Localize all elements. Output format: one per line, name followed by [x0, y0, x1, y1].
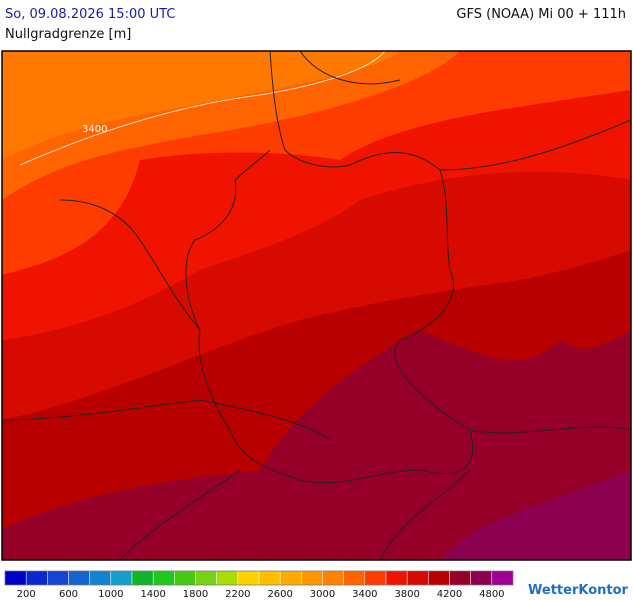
- colorbar-swatch: [110, 570, 133, 586]
- colorbar-swatch: [195, 570, 217, 586]
- colorbar-swatch: [470, 570, 493, 586]
- colorbar-swatch: [216, 570, 239, 586]
- colorbar-swatch: [25, 570, 48, 586]
- colorbar: 200 600 1000 1400 1800 2200 2600 3000 3400 3800 42…: [4, 570, 514, 600]
- colorbar-label: 3400: [352, 589, 377, 600]
- colorbar-swatch: [47, 570, 69, 586]
- logo: WetterKontor: [528, 583, 629, 598]
- colorbar-label: 3000: [310, 589, 335, 600]
- colorbar-swatch: [279, 570, 302, 586]
- colorbar-swatch: [237, 570, 260, 586]
- colorbar-swatch: [174, 570, 196, 586]
- colorbar-frame: [4, 570, 514, 586]
- valid-time: So, 09.08.2026 15:00 UTC: [5, 7, 175, 22]
- colorbar-swatch: [428, 570, 450, 586]
- colorbar-label: 1400: [140, 589, 165, 600]
- model-run: GFS (NOAA) Mi 00 + 111h: [456, 7, 626, 22]
- parameter: Nullgradgrenze [m]: [5, 27, 131, 42]
- colorbar-label: 1800: [183, 589, 208, 600]
- map-field: [2, 51, 631, 560]
- colorbar-label: 4800: [479, 589, 504, 600]
- colorbar-swatch: [449, 570, 471, 586]
- borders: [2, 51, 631, 560]
- colorbar-swatch: [258, 570, 281, 586]
- colorbar-label: 2200: [225, 589, 250, 600]
- colorbar-label: 2600: [267, 589, 292, 600]
- colorbar-label: 3800: [394, 589, 419, 600]
- colorbar-swatch: [152, 570, 175, 586]
- contour-label: 3400: [82, 124, 107, 135]
- colorbar-swatch: [131, 570, 154, 586]
- colorbar-swatch: [343, 570, 366, 586]
- colorbar-label: 1000: [98, 589, 123, 600]
- map-frame: [1, 50, 632, 561]
- colorbar-label: 600: [59, 589, 78, 600]
- colorbar-swatch: [4, 570, 27, 586]
- colorbar-swatch: [406, 570, 429, 586]
- contour-labels: 3400: [82, 124, 107, 135]
- colorbar-swatch: [89, 570, 112, 586]
- colorbar-swatch: [364, 570, 387, 586]
- colorbar-label: 4200: [437, 589, 462, 600]
- colorbar-label: 200: [17, 589, 36, 600]
- colorbar-swatch: [385, 570, 408, 586]
- colorbar-swatch: [322, 570, 344, 586]
- colorbar-swatch: [491, 570, 514, 586]
- colorbar-swatch: [301, 570, 323, 586]
- colorbar-swatch: [68, 570, 90, 586]
